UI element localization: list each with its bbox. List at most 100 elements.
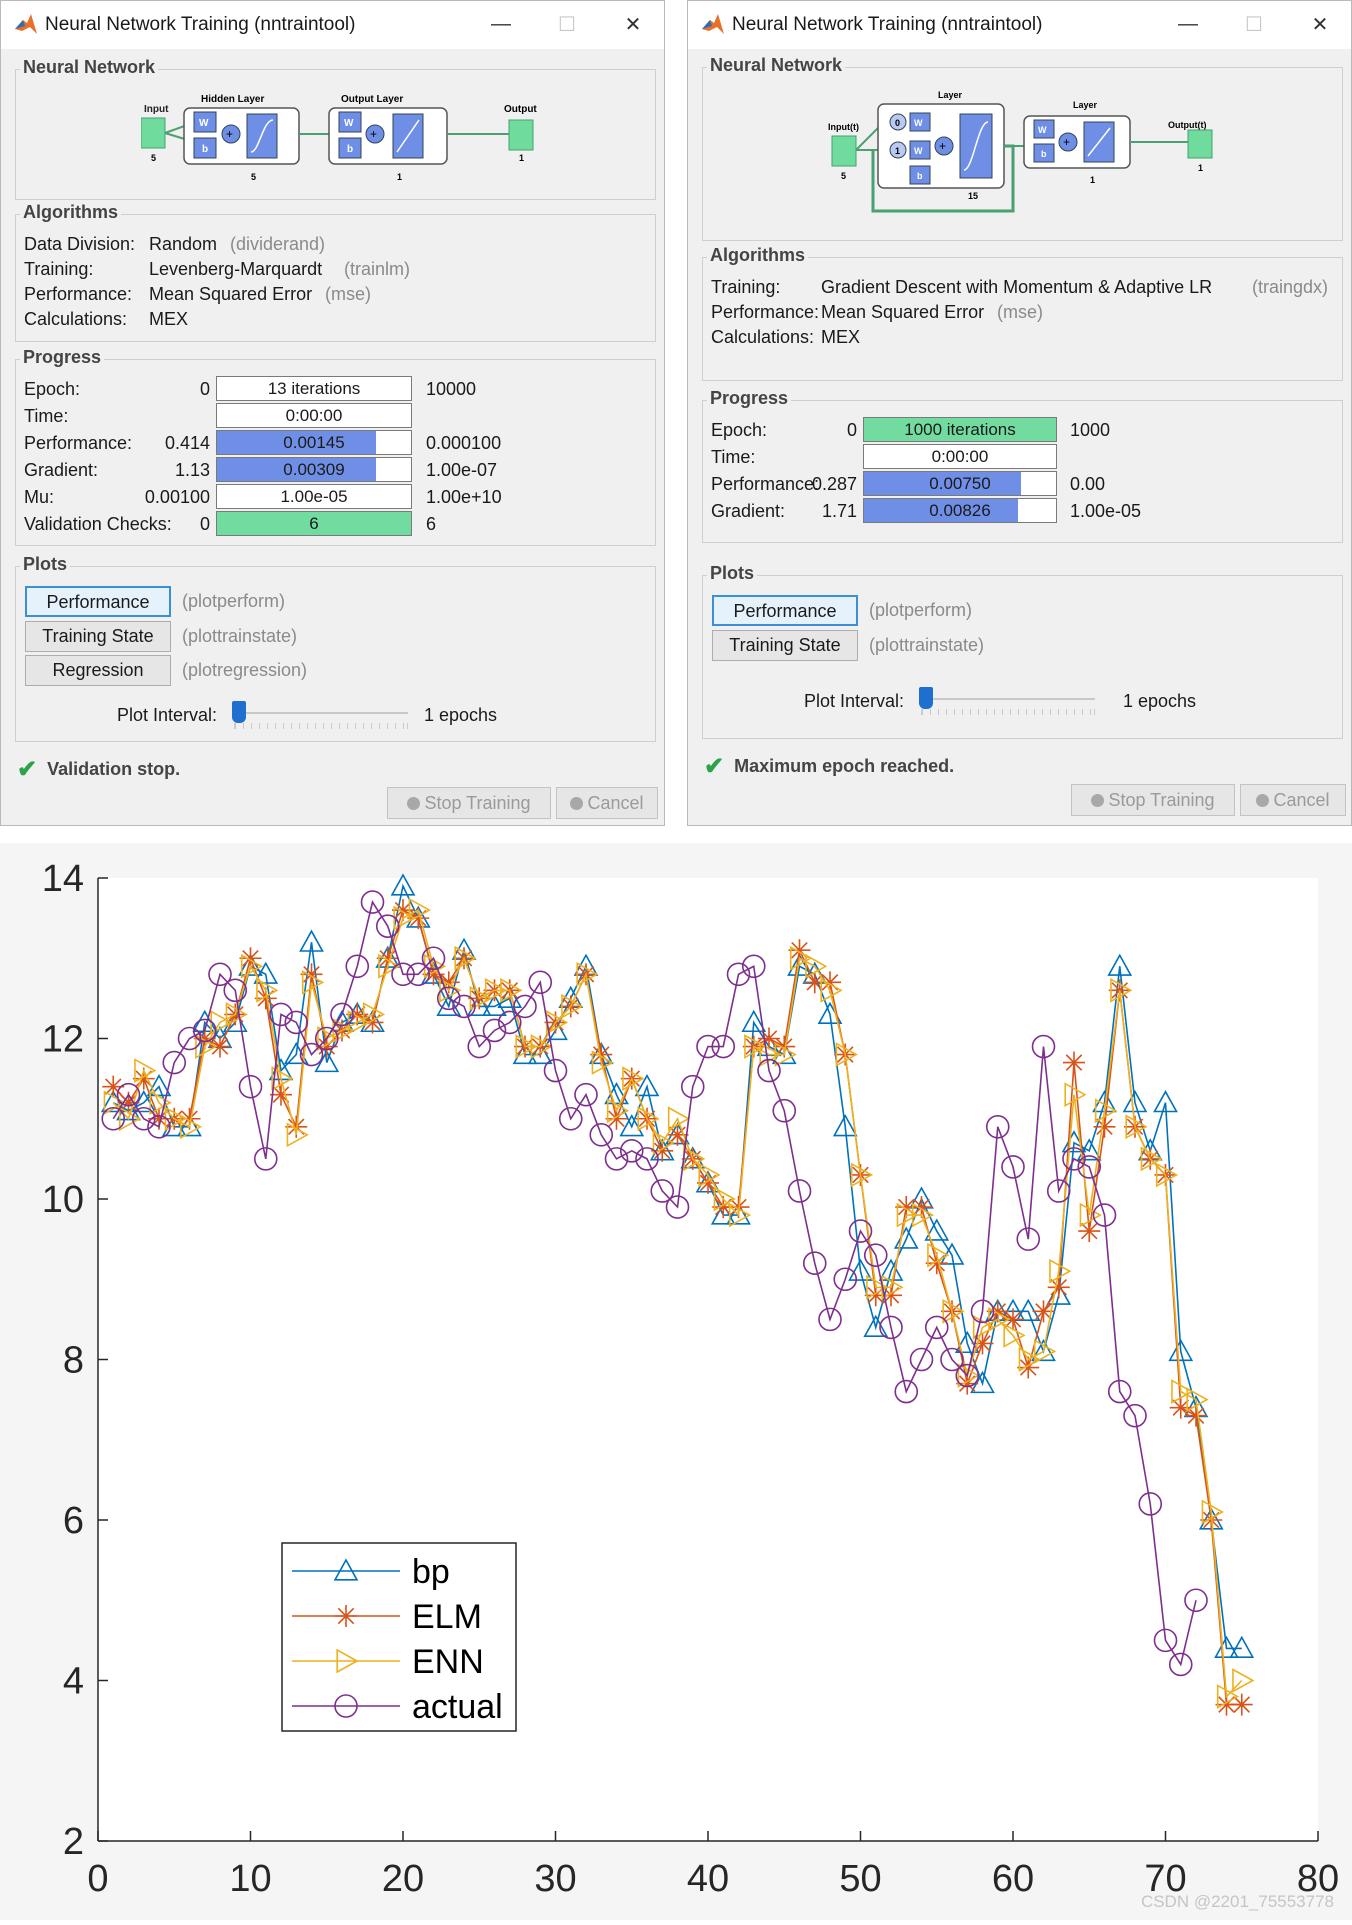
progress-min: 0.414: [164, 433, 210, 453]
network-group: Neural Network Input(t) 5 Layer 0 W 1 W …: [702, 55, 1343, 241]
x-tick-label: 30: [534, 1858, 576, 1900]
point-bp: [543, 1017, 568, 1041]
progress-bar: 13 iterations: [216, 376, 412, 401]
point-bp: [710, 1202, 736, 1225]
legend: [281, 1542, 517, 1732]
output-layer-size: 1: [397, 172, 402, 182]
minimize-icon[interactable]: —: [491, 12, 511, 35]
w-label: W: [914, 118, 923, 128]
point-ENN: [652, 1130, 675, 1156]
point-ENN: [820, 977, 843, 1003]
stop-training-button: Stop Training: [387, 787, 551, 819]
progress-fill: [864, 472, 1022, 495]
title-bar[interactable]: Neural Network Training (nntraintool) — …: [1, 1, 664, 49]
point-ENN: [637, 1106, 660, 1132]
point-actual: [818, 1307, 842, 1332]
layer1-size: 15: [968, 191, 978, 201]
matlab-icon: [15, 14, 37, 34]
y-tick-label: 14: [42, 858, 84, 900]
progress-label: Mu:: [24, 487, 55, 507]
point-bp: [1153, 1090, 1178, 1113]
stop-icon: [407, 797, 421, 810]
svg-text:+: +: [1063, 135, 1070, 149]
point-ENN: [866, 1274, 889, 1300]
slider-thumb[interactable]: [232, 701, 246, 723]
point-actual: [131, 1106, 156, 1131]
progress-bar: 0.00826: [863, 498, 1057, 523]
output-weight: [338, 111, 362, 133]
performance-plot-button[interactable]: Performance: [712, 595, 858, 626]
plot-interval-slider[interactable]: [234, 712, 408, 714]
point-ENN: [591, 1050, 614, 1075]
point-ELM: [209, 1035, 231, 1058]
point-actual: [375, 914, 400, 938]
output-block: [508, 119, 534, 151]
series-line-ENN: [112, 908, 1243, 1699]
stop-training-label: Stop Training: [1108, 790, 1215, 810]
algo-label: Calculations:: [24, 309, 128, 329]
progress-fill: [217, 512, 411, 535]
close-icon[interactable]: ✕: [1311, 13, 1329, 36]
point-ELM: [1230, 1693, 1253, 1716]
point-bp: [131, 1090, 157, 1113]
progress-bar: 0.00145: [216, 430, 412, 455]
progress-value: 0:00:00: [285, 406, 343, 425]
point-ENN: [1232, 1668, 1255, 1693]
point-ELM: [1185, 1404, 1207, 1427]
point-bp: [146, 1074, 172, 1097]
progress-value: 1.00e-05: [280, 487, 348, 506]
plots-group: Plots Performance (plotperform) Training…: [15, 554, 656, 742]
progress-label: Gradient:: [711, 501, 786, 521]
algo-function: (mse): [325, 284, 371, 304]
point-bp: [1122, 1090, 1148, 1113]
output-size: 1: [519, 153, 524, 163]
progress-max: 6: [426, 514, 437, 534]
network-diagram: Input(t) 5 Layer 0 W 1 W b + 15 Layer: [828, 90, 1213, 213]
progress-bar: 1000 iterations: [863, 417, 1057, 442]
slider-ticks: [234, 723, 408, 729]
watermark: CSDN @2201_75553778: [1140, 1892, 1334, 1911]
close-icon[interactable]: ✕: [624, 13, 642, 36]
point-ENN: [301, 969, 325, 995]
slider-thumb[interactable]: [919, 687, 933, 709]
algo-label: Performance:: [24, 284, 133, 304]
point-ENN: [942, 1298, 965, 1324]
plots-group: Plots Performance (plotperform) Training…: [702, 563, 1343, 739]
algo-value: Random: [149, 234, 218, 254]
point-bp: [1076, 1138, 1102, 1161]
progress-min: 0.287: [811, 474, 857, 494]
minimize-icon[interactable]: —: [1178, 12, 1198, 35]
point-ENN: [179, 1114, 203, 1140]
title-bar[interactable]: Neural Network Training (nntraintool) — …: [688, 1, 1351, 49]
right-training-window: Neural Network Training (nntraintool) — …: [687, 0, 1352, 826]
progress-label: Epoch:: [24, 379, 81, 399]
b-label: b: [917, 171, 923, 181]
progress-max: 1.00e+10: [426, 487, 502, 507]
regression-plot-button[interactable]: Regression: [25, 655, 171, 686]
point-ENN: [1186, 1387, 1209, 1412]
point-ENN: [1110, 977, 1133, 1003]
progress-label: Validation Checks:: [24, 514, 172, 534]
point-ENN: [698, 1162, 721, 1188]
status-message: ✔ Validation stop.: [17, 755, 180, 784]
point-ENN: [1155, 1162, 1179, 1188]
point-ENN: [378, 953, 401, 979]
performance-plot-button[interactable]: Performance: [25, 586, 171, 617]
training-state-plot-button[interactable]: Training State: [25, 621, 171, 652]
cancel-icon: [570, 797, 584, 810]
legend-label-bp: bp: [412, 1553, 450, 1591]
point-actual: [726, 962, 751, 987]
layer2-bias: [1033, 143, 1055, 163]
input-size: 5: [151, 153, 156, 163]
plot-interval-slider[interactable]: [921, 698, 1095, 700]
cancel-label: Cancel: [1273, 790, 1330, 810]
training-state-plot-button[interactable]: Training State: [712, 630, 858, 661]
algo-label: Training:: [24, 259, 94, 279]
point-actual: [604, 1147, 629, 1171]
progress-bar: 6: [216, 511, 412, 536]
point-actual: [985, 1114, 1010, 1139]
y-tick-label: 8: [63, 1340, 84, 1382]
point-ENN: [1171, 1379, 1194, 1404]
algo-function: (dividerand): [230, 234, 326, 254]
point-bp: [954, 1330, 980, 1354]
